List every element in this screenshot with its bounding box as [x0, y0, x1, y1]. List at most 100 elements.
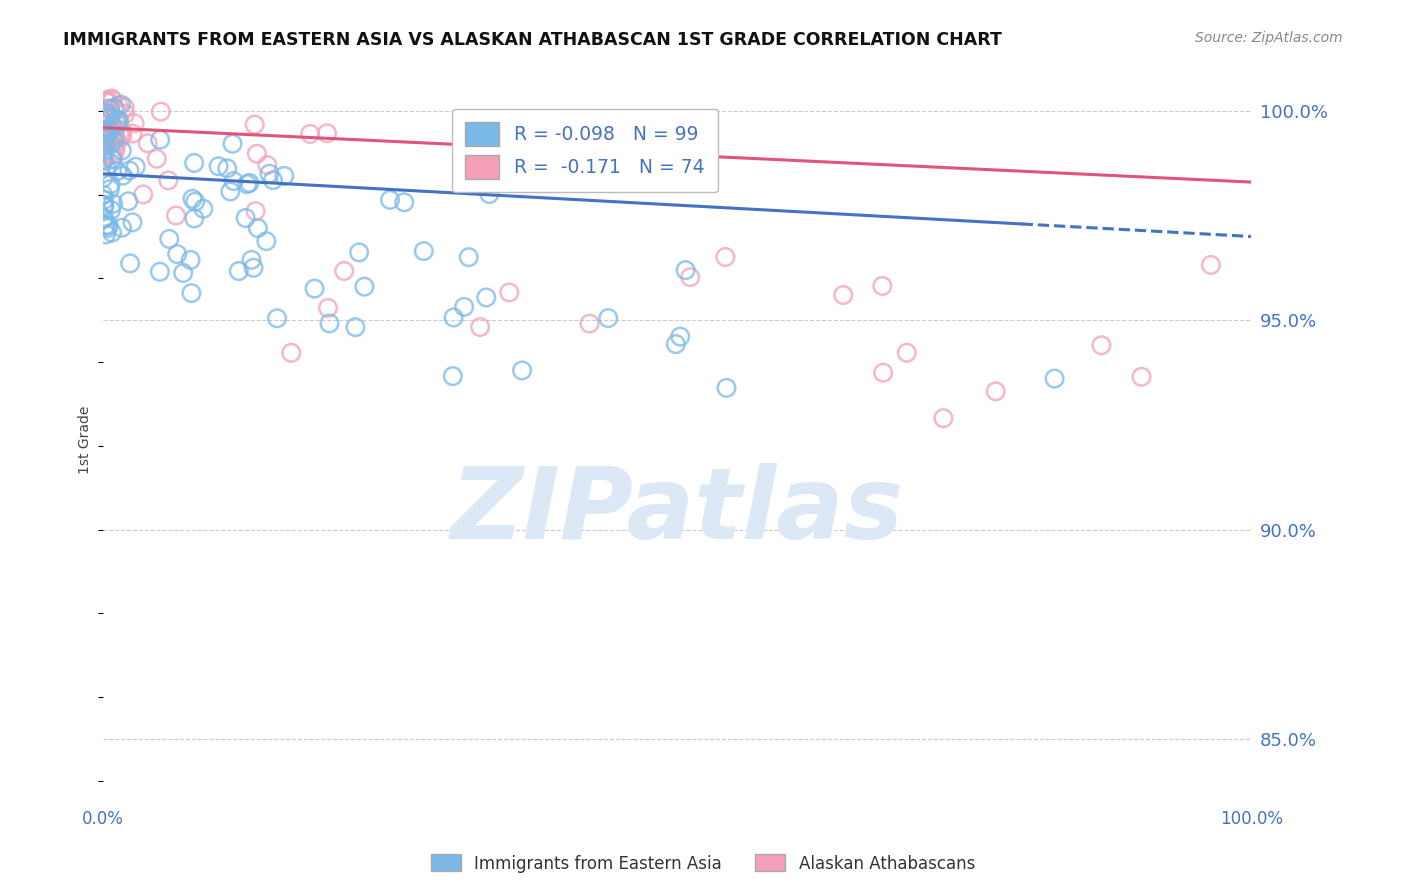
Point: [180, 286, 202, 301]
Point: [932, 411, 955, 425]
Point: [132, 187, 155, 202]
Point: [96, 111, 118, 125]
Point: [184, 194, 207, 209]
Point: [510, 363, 533, 377]
Point: [93, 105, 115, 120]
Point: [101, 226, 124, 240]
Point: [91, 105, 114, 120]
Point: [93, 198, 115, 212]
Point: [93, 132, 115, 146]
Point: [165, 209, 187, 223]
Point: [94, 227, 117, 242]
Point: [273, 169, 295, 183]
Point: [105, 112, 128, 127]
Point: [347, 245, 370, 260]
Point: [1090, 338, 1112, 352]
Point: [94, 95, 117, 109]
Point: [675, 263, 697, 277]
Point: [378, 193, 401, 207]
Point: [984, 384, 1007, 399]
Point: [180, 252, 202, 267]
Point: [94, 145, 117, 160]
Point: [98, 102, 121, 116]
Point: [93, 124, 115, 138]
Point: [91, 125, 114, 139]
Point: [93, 137, 115, 152]
Point: [91, 188, 114, 202]
Point: [316, 126, 339, 140]
Point: [1130, 369, 1153, 384]
Point: [457, 250, 479, 264]
Point: [98, 121, 121, 136]
Point: [94, 111, 117, 125]
Point: [149, 265, 172, 279]
Point: [120, 256, 142, 270]
Point: [97, 133, 120, 147]
Point: [100, 111, 122, 125]
Point: [236, 177, 259, 191]
Point: [441, 369, 464, 384]
Point: [118, 163, 141, 178]
Point: [333, 264, 356, 278]
Point: [157, 232, 180, 246]
Point: [93, 139, 115, 153]
Point: [103, 101, 125, 115]
Point: [93, 200, 115, 214]
Point: [304, 282, 326, 296]
Point: [832, 288, 855, 302]
Point: [101, 196, 124, 211]
Point: [235, 211, 257, 225]
Point: [246, 146, 269, 161]
Point: [97, 102, 120, 116]
Point: [716, 381, 738, 395]
Point: [111, 220, 134, 235]
Point: [91, 170, 114, 185]
Legend: Immigrants from Eastern Asia, Alaskan Athabascans: Immigrants from Eastern Asia, Alaskan At…: [425, 847, 981, 880]
Point: [105, 135, 128, 149]
Point: [183, 156, 205, 170]
Point: [872, 279, 894, 293]
Point: [266, 311, 288, 326]
Point: [94, 106, 117, 120]
Point: [96, 95, 118, 109]
Point: [93, 211, 115, 226]
Point: [110, 97, 132, 112]
Point: [94, 129, 117, 144]
Point: [453, 300, 475, 314]
Point: [498, 285, 520, 300]
Point: [222, 174, 245, 188]
Point: [91, 149, 114, 163]
Point: [97, 112, 120, 126]
Point: [91, 119, 114, 133]
Point: [121, 215, 143, 229]
Point: [246, 221, 269, 235]
Legend: R = -0.098   N = 99, R =  -0.171   N = 74: R = -0.098 N = 99, R = -0.171 N = 74: [453, 109, 718, 193]
Point: [243, 118, 266, 132]
Point: [100, 178, 122, 192]
Point: [1199, 258, 1222, 272]
Point: [101, 147, 124, 161]
Point: [104, 121, 127, 136]
Text: ZIPatlas: ZIPatlas: [450, 464, 904, 560]
Point: [124, 116, 146, 130]
Point: [114, 107, 136, 121]
Point: [679, 270, 702, 285]
Point: [91, 144, 114, 158]
Point: [136, 136, 159, 151]
Point: [219, 185, 242, 199]
Point: [111, 144, 134, 158]
Point: [93, 193, 115, 207]
Point: [100, 121, 122, 136]
Point: [97, 221, 120, 235]
Point: [105, 164, 128, 178]
Point: [96, 133, 118, 147]
Point: [149, 104, 172, 119]
Point: [104, 103, 127, 117]
Point: [108, 114, 131, 128]
Point: [111, 129, 134, 144]
Point: [872, 366, 894, 380]
Point: [93, 137, 115, 152]
Point: [111, 169, 134, 183]
Point: [238, 176, 260, 190]
Point: [896, 345, 918, 359]
